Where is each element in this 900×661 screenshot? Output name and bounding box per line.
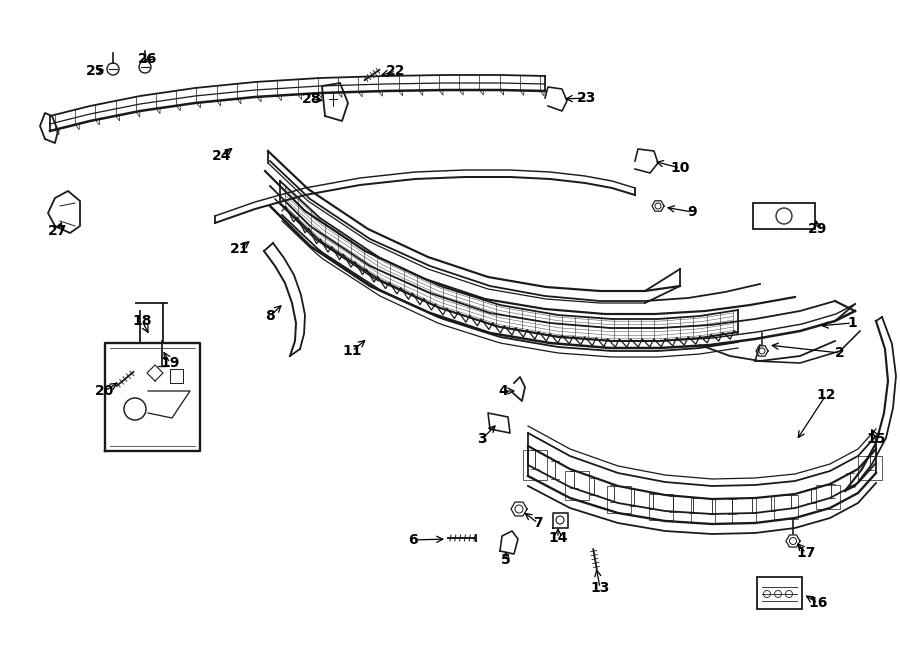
Text: 25: 25 (86, 64, 106, 78)
Text: 7: 7 (533, 516, 543, 530)
Text: 19: 19 (160, 356, 180, 370)
Text: 16: 16 (808, 596, 828, 610)
Text: 20: 20 (95, 384, 114, 398)
FancyBboxPatch shape (757, 577, 802, 609)
FancyBboxPatch shape (523, 450, 547, 480)
FancyBboxPatch shape (858, 455, 882, 480)
Text: 18: 18 (132, 314, 152, 328)
FancyBboxPatch shape (753, 203, 815, 229)
Text: 13: 13 (590, 581, 609, 595)
Text: 21: 21 (230, 242, 250, 256)
Text: 3: 3 (477, 432, 487, 446)
Text: 8: 8 (266, 309, 274, 323)
Text: 5: 5 (501, 553, 511, 567)
FancyBboxPatch shape (565, 471, 589, 500)
FancyBboxPatch shape (607, 486, 631, 513)
Text: 14: 14 (548, 531, 568, 545)
Text: 17: 17 (796, 546, 815, 560)
Text: 11: 11 (342, 344, 362, 358)
Text: 1: 1 (847, 316, 857, 330)
Text: 24: 24 (212, 149, 232, 163)
FancyBboxPatch shape (649, 494, 672, 520)
Text: 2: 2 (835, 346, 845, 360)
FancyBboxPatch shape (816, 485, 840, 508)
Text: 26: 26 (139, 52, 158, 66)
Text: 28: 28 (302, 92, 322, 106)
Text: 9: 9 (688, 205, 697, 219)
Text: 23: 23 (577, 91, 597, 105)
Text: 29: 29 (808, 222, 828, 236)
Text: 6: 6 (409, 533, 418, 547)
FancyBboxPatch shape (733, 498, 756, 524)
Text: 4: 4 (498, 384, 508, 398)
Text: 12: 12 (816, 388, 836, 402)
FancyBboxPatch shape (690, 498, 715, 524)
Text: 10: 10 (670, 161, 689, 175)
FancyBboxPatch shape (774, 495, 798, 519)
Text: 22: 22 (386, 64, 406, 78)
Text: 15: 15 (866, 432, 886, 446)
Text: 27: 27 (49, 224, 68, 238)
